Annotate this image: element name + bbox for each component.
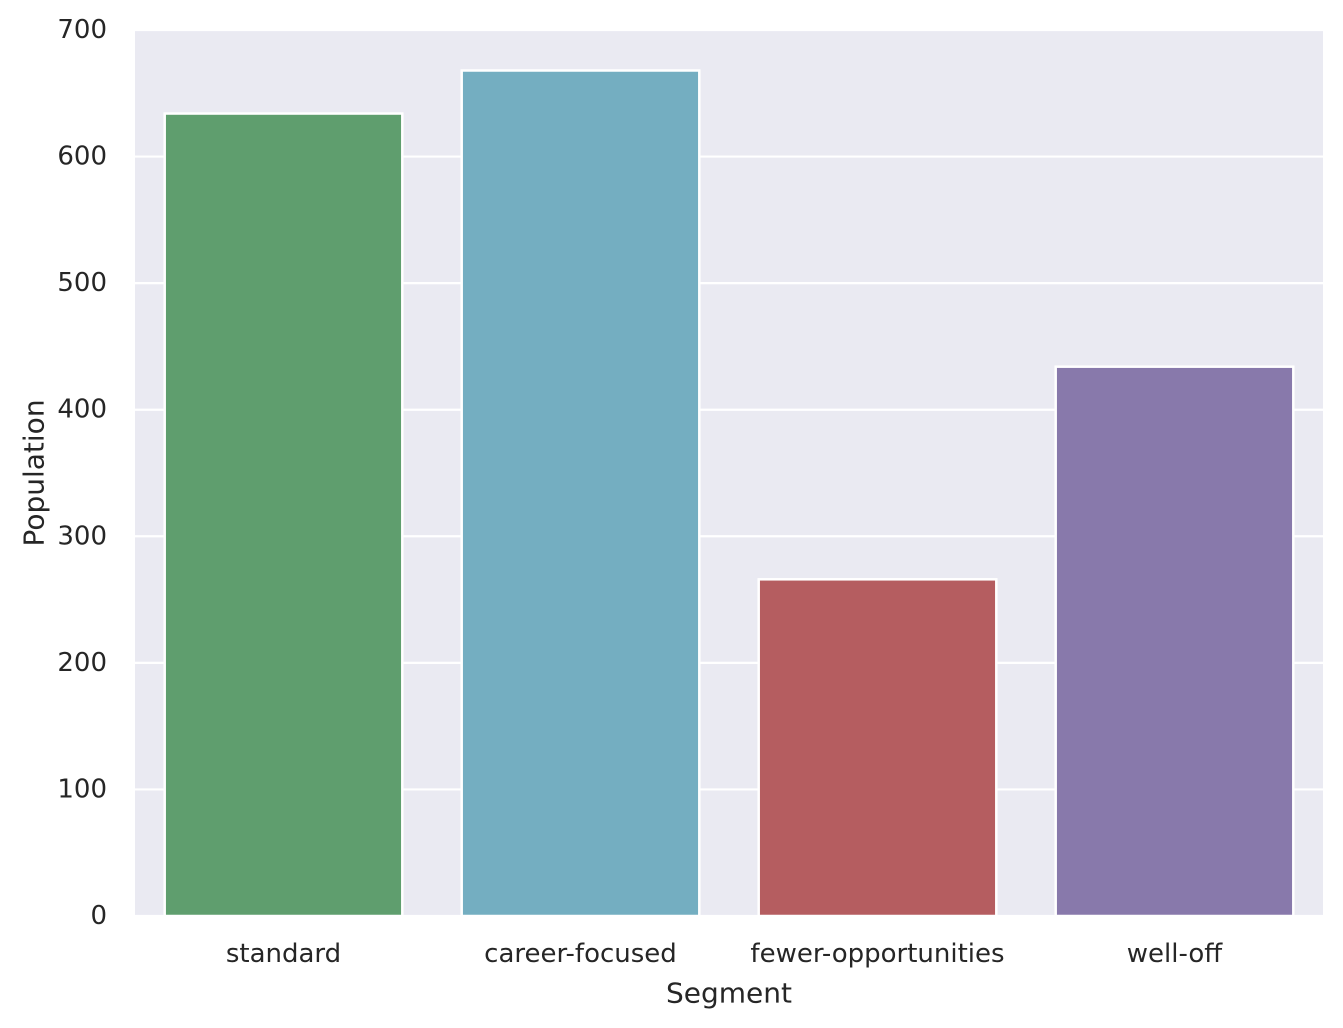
bar-well-off bbox=[1054, 365, 1295, 918]
x-axis-ticks: standard career-focused fewer-opportunitie… bbox=[226, 939, 1223, 969]
x-axis-label: Segment bbox=[666, 977, 792, 1010]
y-tick-label: 600 bbox=[57, 142, 107, 172]
y-axis-label: Population bbox=[18, 399, 51, 546]
bar-standard bbox=[163, 112, 404, 918]
y-tick-label: 700 bbox=[57, 15, 107, 45]
x-tick-label: well-off bbox=[1127, 939, 1223, 969]
y-tick-label: 200 bbox=[57, 648, 107, 678]
bar-fewer-opportunities bbox=[757, 578, 998, 918]
x-tick-label: career-focused bbox=[484, 939, 677, 969]
y-tick-label: 0 bbox=[90, 901, 107, 931]
y-tick-label: 100 bbox=[57, 774, 107, 804]
y-tick-label: 400 bbox=[57, 395, 107, 425]
y-tick-label: 300 bbox=[57, 521, 107, 551]
bars bbox=[163, 69, 1295, 918]
y-axis-ticks: 0 100 200 300 400 500 600 700 bbox=[57, 15, 107, 931]
x-tick-label: standard bbox=[226, 939, 341, 969]
y-tick-label: 500 bbox=[57, 268, 107, 298]
bar-career-focused bbox=[460, 69, 701, 918]
x-tick-label: fewer-opportunities bbox=[750, 939, 1004, 969]
